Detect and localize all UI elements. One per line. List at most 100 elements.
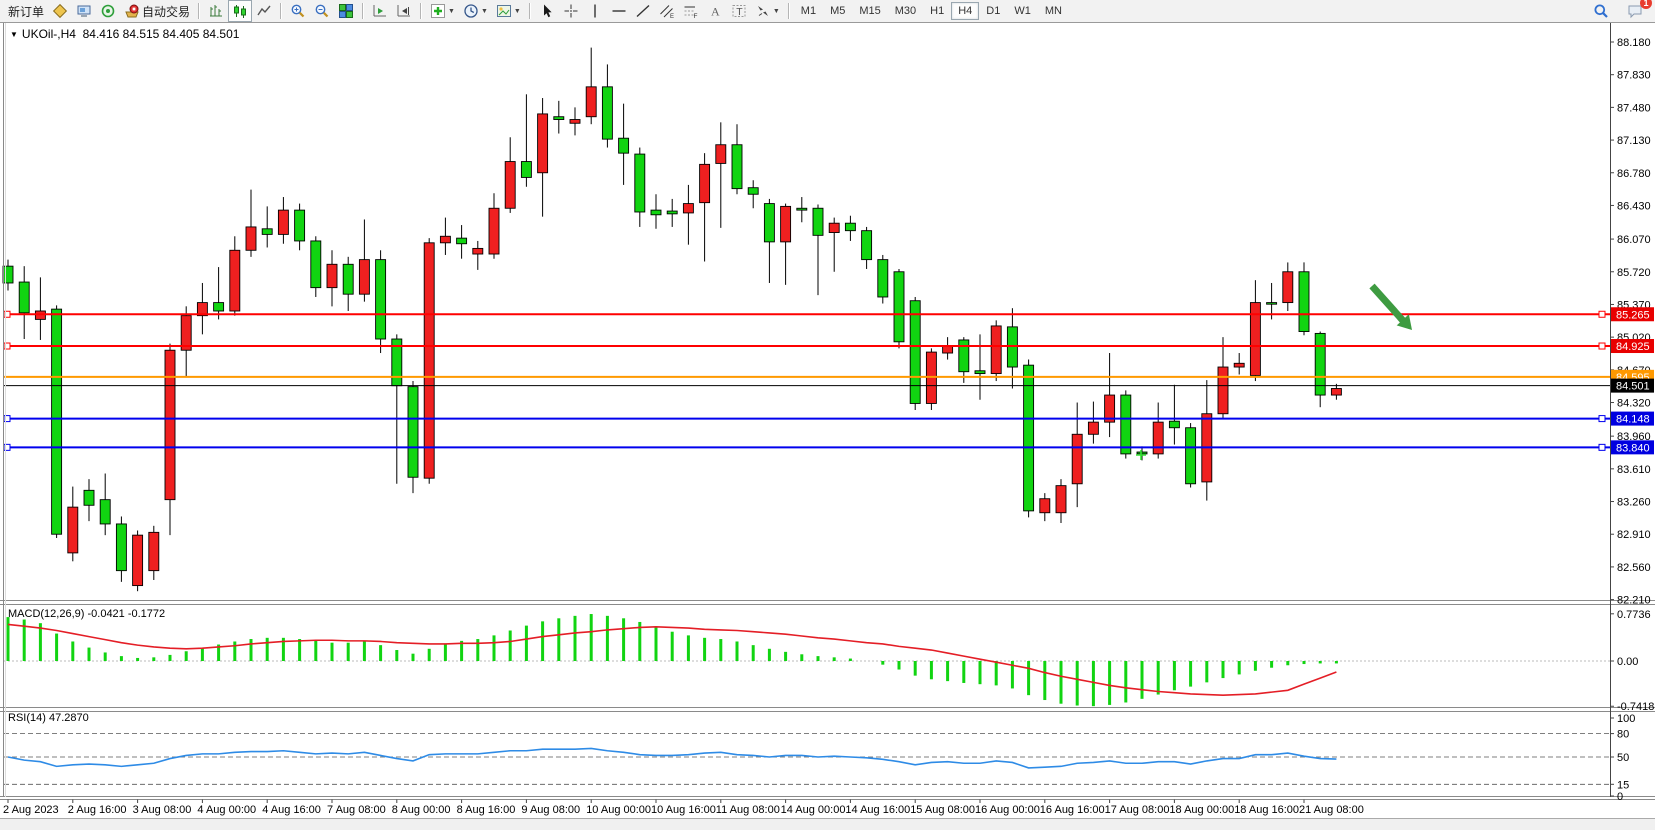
rsi-axis-label: 0 — [1617, 791, 1623, 803]
candle — [1233, 362, 1245, 368]
candle — [844, 222, 856, 232]
candle — [1087, 421, 1099, 435]
line-handle[interactable] — [3, 342, 11, 350]
line-handle[interactable] — [1598, 443, 1606, 451]
fib-icon: F — [684, 6, 697, 19]
candle — [974, 370, 986, 375]
candle — [164, 349, 176, 501]
svg-text:F: F — [693, 13, 697, 19]
candle — [375, 259, 387, 340]
arrow-annotation-head[interactable] — [1396, 314, 1412, 330]
line-handle[interactable] — [1598, 310, 1606, 318]
date-axis-label: 21 Aug 08:00 — [1299, 804, 1364, 816]
svg-text:T: T — [736, 6, 743, 18]
timeframe-mn[interactable]: MN — [1044, 5, 1062, 17]
candle — [1217, 366, 1229, 415]
new-order-button-label: 新订单 — [8, 4, 45, 19]
shapes-icon — [757, 6, 768, 16]
timeframe-w1[interactable]: W1 — [1014, 5, 1031, 17]
candlestick-chart-button[interactable] — [228, 0, 253, 22]
rhombus-icon — [52, 3, 68, 19]
candle — [1120, 394, 1132, 455]
macd-axis-label: -0.7418 — [1617, 701, 1654, 713]
chevron-down-icon[interactable]: ▼ — [772, 7, 780, 15]
notifications-button[interactable]: 1 — [1623, 0, 1652, 22]
cursor-button[interactable] — [535, 0, 559, 22]
candle — [439, 235, 451, 244]
templates-button[interactable]: ▼ — [492, 0, 525, 22]
candle — [585, 86, 597, 118]
data-window-icon-button[interactable] — [72, 0, 96, 22]
horizontal-line-button[interactable] — [607, 0, 631, 22]
chevron-down-icon[interactable]: ▼ — [448, 7, 455, 15]
candle — [650, 209, 662, 216]
date-axis-label: 8 Aug 00:00 — [392, 804, 451, 816]
line-handle[interactable] — [3, 415, 11, 423]
price-badge-84.925: 84.925 — [1616, 341, 1650, 353]
toolbar-separator — [362, 3, 365, 19]
date-axis-label: 17 Aug 08:00 — [1105, 804, 1170, 816]
candle — [294, 209, 306, 242]
trendline-button[interactable] — [631, 0, 655, 22]
candle — [796, 207, 808, 211]
timeframe-m30[interactable]: M30 — [894, 5, 917, 17]
indicators-button[interactable]: ▼ — [426, 0, 459, 22]
zoom-in-button[interactable] — [286, 0, 310, 22]
candle — [990, 325, 1002, 375]
price-axis-label: 87.480 — [1617, 102, 1651, 114]
date-axis-label: 16 Aug 16:00 — [1040, 804, 1105, 816]
line-handle[interactable] — [3, 310, 11, 318]
timeframe-d1[interactable]: D1 — [986, 5, 1001, 17]
macd-axis-label: 0.00 — [1617, 656, 1638, 668]
candle — [488, 207, 500, 255]
price-badge-box — [1611, 378, 1654, 393]
chart-window-icon-button[interactable] — [48, 0, 72, 22]
chart-shift-button[interactable] — [392, 0, 416, 22]
timeframe-m1[interactable]: M1 — [800, 5, 817, 17]
chartshift-icon — [397, 5, 411, 17]
fibonacci-button[interactable]: F — [679, 0, 703, 22]
arrow-annotation[interactable] — [1369, 283, 1409, 327]
barchart-icon — [210, 5, 223, 17]
chevron-down-icon[interactable]: ▼ — [480, 7, 488, 15]
equidistant-channel-button[interactable]: E — [655, 0, 679, 22]
candle — [1039, 498, 1051, 514]
text-label-button[interactable]: T — [727, 0, 751, 22]
price-badge-85.265: 85.265 — [1616, 309, 1650, 321]
candle — [569, 119, 581, 124]
textT-icon: T — [732, 5, 746, 18]
price-axis-label: 83.260 — [1617, 497, 1651, 509]
crosshair-button[interactable] — [559, 0, 583, 22]
line-handle[interactable] — [1598, 415, 1606, 423]
date-axis-label: 3 Aug 08:00 — [133, 804, 192, 816]
line-handle[interactable] — [3, 443, 11, 451]
auto-scroll-button[interactable] — [368, 0, 392, 22]
channel-icon: E — [659, 5, 674, 19]
candle — [2, 265, 14, 284]
periods-button[interactable]: ▼ — [459, 0, 492, 22]
search-button[interactable] — [1589, 0, 1613, 22]
navigator-icon-button[interactable] — [96, 0, 120, 22]
bar-chart-button[interactable] — [204, 0, 228, 22]
vline-icon — [594, 4, 596, 18]
vertical-line-button[interactable] — [583, 0, 607, 22]
new-order-button[interactable]: 新订单 — [2, 0, 48, 22]
timeframe-h1[interactable]: H1 — [930, 5, 945, 17]
arrows-button[interactable]: ▼ — [751, 0, 784, 22]
line-chart-button[interactable] — [252, 0, 276, 22]
timeframe-h4[interactable]: H4 — [951, 2, 980, 20]
auto-trading-button[interactable]: 自动交易 — [120, 0, 194, 22]
chevron-down-icon[interactable]: ▼ — [513, 7, 521, 15]
tile-windows-button[interactable] — [334, 0, 358, 22]
candle — [812, 207, 824, 236]
zoom-out-button[interactable] — [310, 0, 334, 22]
candle — [877, 259, 889, 298]
timeframe-m5[interactable]: M5 — [830, 5, 846, 17]
candle — [245, 226, 257, 251]
candle — [1330, 388, 1342, 396]
timeframe-m15[interactable]: M15 — [859, 5, 881, 17]
text-button[interactable]: A — [703, 0, 727, 22]
line-handle[interactable] — [1598, 342, 1606, 350]
macd-signal-line — [7, 623, 1337, 696]
